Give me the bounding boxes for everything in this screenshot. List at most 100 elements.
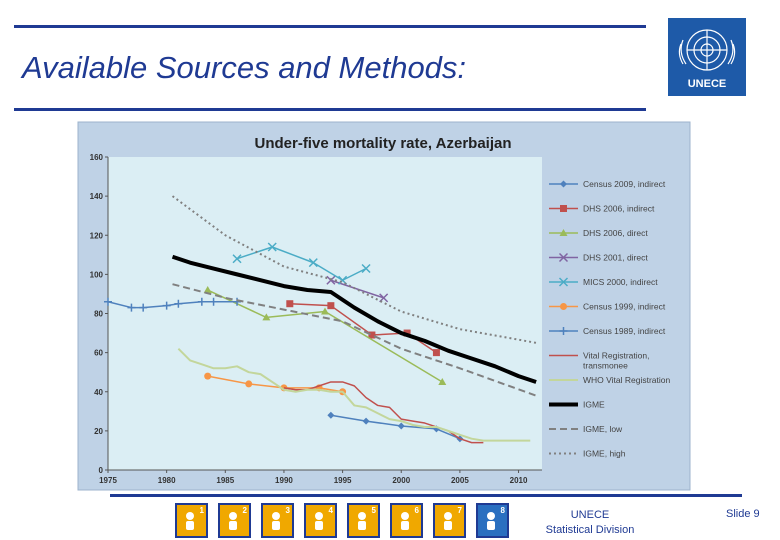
chart-title: Under-five mortality rate, Azerbaijan [254, 135, 511, 152]
legend-label: IGME, low [583, 424, 623, 434]
legend-item: DHS 2006, indirect [549, 204, 655, 214]
series-8 [177, 348, 531, 442]
y-tick-label: 120 [90, 231, 104, 240]
child-health-icon: 4 [304, 503, 337, 538]
slide-title: Available Sources and Methods: [22, 50, 467, 85]
legend-label: transmonee [583, 361, 628, 371]
data-point [286, 300, 294, 308]
data-point [438, 377, 447, 385]
mdg-number: 4 [328, 506, 333, 515]
legend-marker [558, 252, 569, 263]
data-point [397, 422, 405, 430]
legend-label: Census 2009, indirect [583, 179, 666, 189]
x-tick-label: 1990 [275, 476, 293, 485]
legend-item: Census 1989, indirect [549, 326, 666, 336]
footer-rule [110, 494, 742, 497]
legend-label: WHO Vital Registration [583, 375, 671, 385]
series-4 [232, 242, 371, 285]
mdg-number: 5 [371, 506, 376, 515]
data-point [245, 380, 253, 388]
legend-label: IGME, high [583, 449, 626, 459]
x-tick-label: 1985 [216, 476, 234, 485]
x-tick-label: 2010 [510, 476, 528, 485]
legend-marker [558, 277, 569, 287]
series-line [171, 195, 537, 344]
legend-label: DHS 2006, direct [583, 228, 648, 238]
unece-logo: UNECE [668, 18, 746, 96]
legend-label: Vital Registration, [583, 351, 649, 361]
mdg-number: 7 [457, 506, 462, 515]
legend-marker [559, 327, 568, 335]
legend-item: Census 2009, indirect [549, 179, 666, 189]
medicine-icon: 6 [390, 503, 423, 538]
legend-marker [560, 205, 567, 212]
un-emblem-icon [678, 29, 736, 71]
data-point [127, 303, 136, 312]
title-top-rule [14, 25, 646, 28]
mdg-number: 6 [414, 506, 419, 515]
data-point [174, 299, 183, 308]
legend-item: IGME, low [549, 424, 623, 434]
legend-item: WHO Vital Registration [549, 375, 671, 385]
legend-label: IGME [583, 400, 605, 410]
series-10 [172, 283, 537, 397]
legend-label: Census 1999, indirect [583, 302, 666, 312]
mdg-number: 3 [285, 506, 290, 515]
legend-item: IGME [549, 400, 605, 410]
data-point [327, 302, 335, 310]
data-point [327, 411, 335, 419]
chart: Under-five mortality rate, Azerbaijan 0 2… [77, 121, 691, 491]
logo-label: UNECE [687, 78, 727, 90]
data-point [204, 372, 212, 380]
y-tick-label: 140 [90, 192, 104, 201]
data-point [232, 254, 242, 264]
y-tick-label: 0 [99, 466, 104, 475]
x-tick-label: 2000 [392, 476, 410, 485]
data-point [209, 297, 218, 306]
data-point [139, 303, 148, 312]
footer-line-2: Statistical Division [545, 524, 635, 536]
data-point [308, 258, 318, 268]
legend-marker [560, 303, 567, 310]
x-tick-label: 2005 [451, 476, 469, 485]
legend-item: MICS 2000, indirect [549, 277, 658, 287]
hunger-bowl-icon: 1 [175, 503, 208, 538]
mdg-number: 2 [242, 506, 247, 515]
legend: Census 2009, indirect DHS 2006, indirect D… [549, 179, 671, 459]
education-pencil-icon: 2 [218, 503, 251, 538]
y-tick-label: 160 [90, 153, 104, 162]
legend-marker [559, 229, 568, 236]
y-tick-label: 80 [94, 310, 103, 319]
y-tick-label: 20 [94, 427, 103, 436]
series-11 [171, 195, 537, 344]
axes: 0 20 40 60 80 100 120 140 160 1975 1980 1985 1990 199… [90, 153, 542, 485]
maternal-health-icon: 5 [347, 503, 380, 538]
data-point [162, 301, 171, 310]
series-line [172, 283, 537, 397]
mdg-number: 1 [199, 506, 204, 515]
legend-label: Census 1989, indirect [583, 326, 666, 336]
legend-label: MICS 2000, indirect [583, 277, 658, 287]
series-0 [327, 411, 464, 443]
legend-item: DHS 2001, direct [549, 253, 648, 263]
y-tick-label: 100 [90, 270, 104, 279]
data-point [321, 307, 329, 315]
legend-item: Vital Registration,transmonee [549, 351, 649, 371]
title-bottom-rule [14, 108, 646, 111]
data-point [326, 275, 336, 285]
data-point [361, 263, 371, 274]
y-tick-label: 60 [94, 349, 103, 358]
legend-label: DHS 2006, indirect [583, 204, 655, 214]
series-line [177, 348, 531, 442]
data-point [262, 313, 271, 321]
data-point [267, 242, 277, 252]
x-tick-label: 1980 [158, 476, 176, 485]
data-point [203, 286, 212, 294]
y-tick-label: 40 [94, 388, 103, 397]
legend-item: Census 1999, indirect [549, 302, 666, 312]
data-point [104, 297, 112, 306]
x-tick-label: 1975 [99, 476, 117, 485]
x-tick-label: 1995 [334, 476, 352, 485]
series-layer [104, 195, 537, 444]
series-9 [171, 254, 537, 384]
